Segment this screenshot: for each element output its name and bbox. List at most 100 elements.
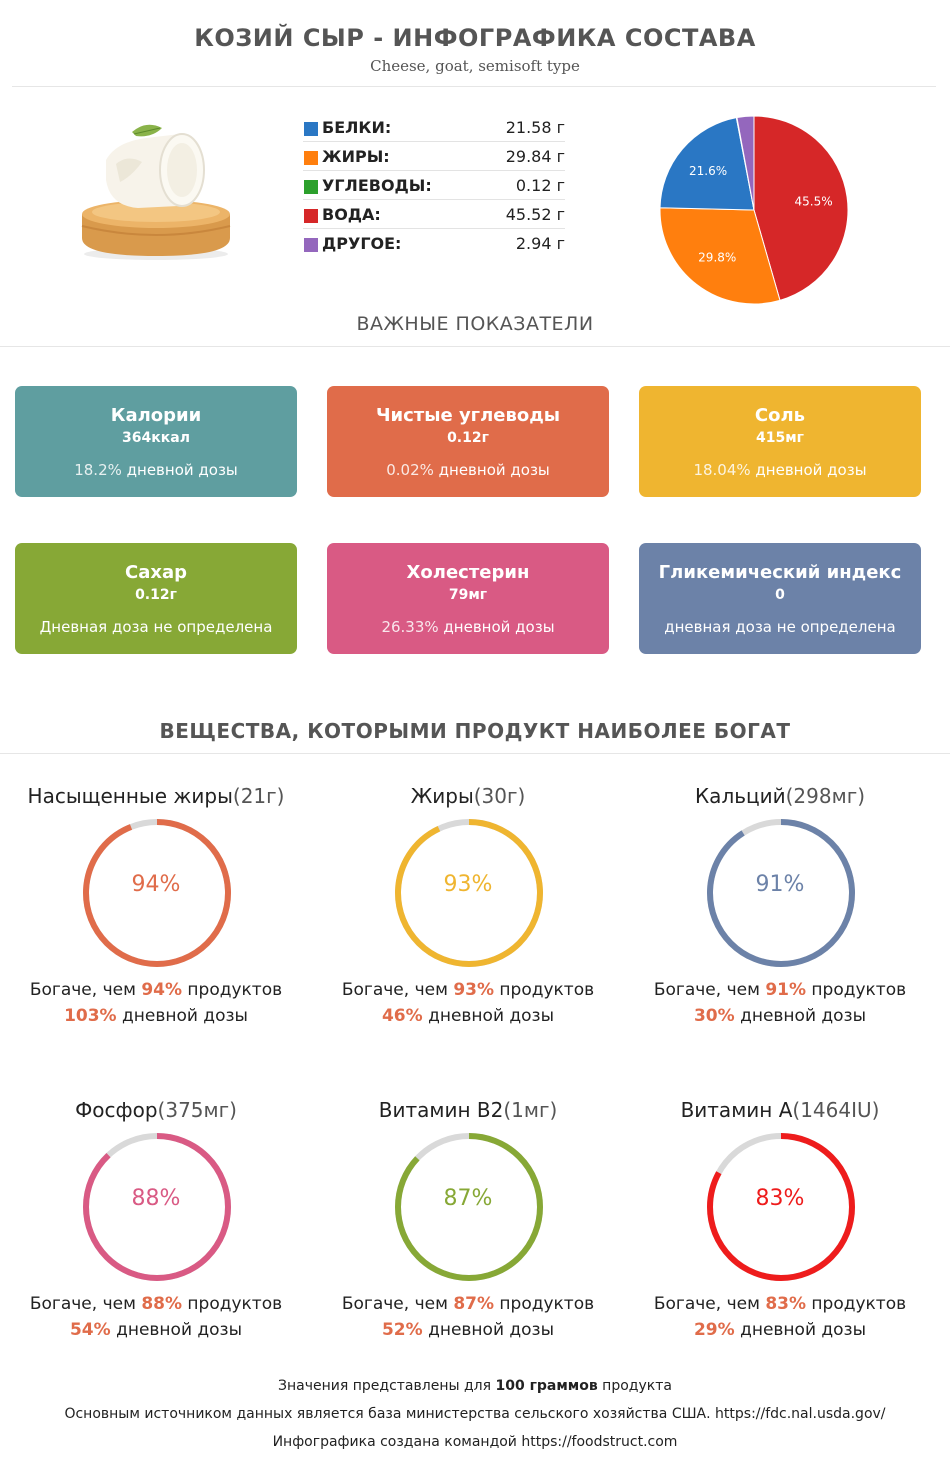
nutrient-title: Фосфор(375мг): [1, 1098, 311, 1122]
nutrient-name: Фосфор: [75, 1098, 158, 1122]
composition-row-water: ВОДА: 45.52 г: [303, 201, 565, 229]
richer-post: продуктов: [806, 980, 907, 1000]
ring-percent-label: 93%: [443, 872, 493, 897]
richer-than-text: Богаче, чем 94% продуктов: [1, 980, 311, 1000]
card-value: 0.12г: [135, 587, 177, 603]
progress-ring: [707, 1133, 855, 1281]
footer-note: Значения представлены для 100 граммов пр…: [0, 1378, 950, 1394]
card-value: 364ккал: [122, 430, 190, 446]
nutrient-title: Насыщенные жиры(21г): [1, 784, 311, 808]
other-swatch: [304, 238, 318, 252]
ring-progress: [707, 1133, 855, 1281]
ring-progress: [395, 1133, 543, 1281]
footer-pre: Значения представлены для: [278, 1378, 496, 1394]
richer-than-text: Богаче, чем 93% продуктов: [313, 980, 623, 1000]
richer-pre: Богаче, чем: [29, 980, 142, 1000]
daily-pct: 29%: [693, 1320, 735, 1340]
ring-progress: [83, 1133, 231, 1281]
card-value: 415мг: [756, 430, 804, 446]
richer-pct: 93%: [453, 980, 495, 1000]
nutrient-amount: (1мг): [503, 1098, 558, 1122]
ring-progress: [83, 819, 231, 967]
nutrient-amount: (30г): [473, 784, 526, 808]
card-daily-pct: 18.2%: [74, 461, 122, 479]
card-glycemic-index: Гликемический индекс 0 дневная доза не о…: [639, 543, 921, 654]
card-net-carbs: Чистые углеводы 0.12г 0.02% дневной дозы: [327, 386, 609, 497]
daily-post: дневной дозы: [422, 1320, 555, 1340]
composition-row-protein: БЕЛКИ: 21.58 г: [303, 114, 565, 142]
footer-bold: 100 граммов: [495, 1378, 598, 1394]
nutrient-title: Витамин B2(1мг): [313, 1098, 623, 1122]
richer-pct: 91%: [765, 980, 807, 1000]
card-daily-text: дневной дозы: [121, 461, 238, 479]
card-daily: 26.33% дневной дозы: [327, 618, 609, 636]
richer-than-text: Богаче, чем 88% продуктов: [1, 1294, 311, 1314]
card-daily: 18.2% дневной дозы: [15, 461, 297, 479]
pie-label-2: 21.6%: [689, 164, 727, 178]
richer-post: продуктов: [182, 980, 283, 1000]
pie-label-1: 29.8%: [698, 251, 736, 265]
nutrient-amount: (21г): [232, 784, 285, 808]
daily-dose-text: 30% дневной дозы: [625, 1006, 935, 1026]
daily-pct: 103%: [64, 1006, 117, 1026]
card-daily: Дневная доза не определена: [15, 618, 297, 636]
daily-post: дневной дозы: [734, 1320, 867, 1340]
composition-row-carbs: УГЛЕВОДЫ: 0.12 г: [303, 172, 565, 200]
card-title: Калории: [110, 405, 202, 426]
card-calories: Калории 364ккал 18.2% дневной дозы: [15, 386, 297, 497]
composition-label: УГЛЕВОДЫ:: [322, 176, 432, 195]
richer-pre: Богаче, чем: [341, 1294, 454, 1314]
composition-value: 45.52 г: [505, 205, 565, 224]
nutrient-amount: (298мг): [785, 784, 865, 808]
nutrient-name: Жиры: [410, 784, 474, 808]
composition-pie-chart: 45.5% 29.8% 21.6%: [659, 115, 849, 305]
ring-progress: [707, 819, 855, 967]
daily-dose-text: 52% дневной дозы: [313, 1320, 623, 1340]
daily-post: дневной дозы: [116, 1006, 248, 1026]
composition-row-fat: ЖИРЫ: 29.84 г: [303, 143, 565, 171]
pie-slice-4: [736, 115, 755, 211]
fat-swatch: [304, 151, 318, 165]
nutrient-name: Кальций: [694, 784, 786, 808]
ring-progress: [395, 819, 543, 967]
footer-source: Основным источником данных является база…: [64, 1406, 886, 1422]
card-daily-pct: 18.04%: [693, 461, 751, 479]
page-title: КОЗИЙ СЫР - ИНФОГРАФИКА СОСТАВА: [194, 24, 756, 52]
richer-than-text: Богаче, чем 87% продуктов: [313, 1294, 623, 1314]
carbs-swatch: [304, 180, 318, 194]
composition-label: ДРУГОЕ:: [322, 234, 402, 253]
section-title-rich-nutrients: ВЕЩЕСТВА, КОТОРЫМИ ПРОДУКТ НАИБОЛЕЕ БОГА…: [159, 719, 791, 743]
card-daily-text: дневная доза не определена: [664, 618, 896, 636]
composition-value: 29.84 г: [505, 147, 565, 166]
page-subtitle: Cheese, goat, semisoft type: [370, 57, 580, 75]
composition-value: 0.12 г: [515, 176, 565, 195]
pie-slice-2: [659, 117, 755, 211]
nutrient-title: Кальций(298мг): [625, 784, 935, 808]
composition-value: 2.94 г: [515, 234, 565, 253]
daily-dose-text: 46% дневной дозы: [313, 1006, 623, 1026]
card-title: Холестерин: [406, 562, 530, 583]
composition-label: ЖИРЫ:: [322, 147, 390, 166]
card-title: Чистые углеводы: [375, 405, 561, 426]
daily-pct: 30%: [693, 1006, 735, 1026]
richer-than-text: Богаче, чем 91% продуктов: [625, 980, 935, 1000]
composition-row-other: ДРУГОЕ: 2.94 г: [303, 230, 565, 257]
richer-post: продуктов: [182, 1294, 283, 1314]
footer-post: продукта: [597, 1378, 672, 1394]
ring-percent-label: 94%: [131, 872, 181, 897]
card-daily-text: дневной дозы: [750, 461, 867, 479]
footer-credit: Инфографика создана командой https://foo…: [272, 1434, 678, 1450]
divider: [0, 753, 950, 754]
nutrient-name: Насыщенные жиры: [27, 784, 233, 808]
richer-pct: 88%: [141, 1294, 183, 1314]
card-daily-text: дневной дозы: [433, 461, 550, 479]
nutrient-amount: (1464IU): [792, 1098, 880, 1122]
card-value: 0.12г: [447, 430, 489, 446]
richer-pre: Богаче, чем: [341, 980, 454, 1000]
daily-dose-text: 103% дневной дозы: [1, 1006, 311, 1026]
card-daily-text: дневной дозы: [438, 618, 555, 636]
progress-ring: [707, 819, 855, 967]
ring-percent-label: 91%: [755, 872, 805, 897]
pie-slice-1: [659, 207, 781, 305]
richer-pre: Богаче, чем: [653, 980, 766, 1000]
